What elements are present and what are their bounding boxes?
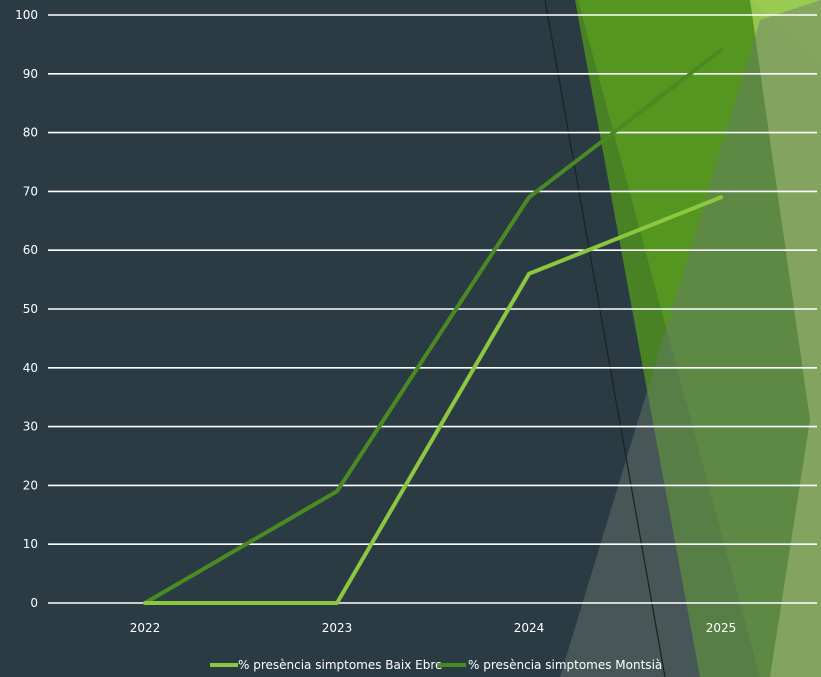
legend-item-baix-ebre: % presència simptomes Baix Ebre xyxy=(210,658,442,672)
series-line-baix-ebre xyxy=(143,195,723,605)
y-tick-label: 20 xyxy=(23,478,38,492)
y-tick-label: 40 xyxy=(23,361,38,375)
y-tick-label: 70 xyxy=(23,184,38,198)
x-tick-label: 2023 xyxy=(322,621,353,635)
x-tick-label: 2022 xyxy=(130,621,161,635)
y-tick-label: 100 xyxy=(15,8,38,22)
legend: % presència simptomes Baix Ebre % presènc… xyxy=(210,658,662,672)
x-axis-ticks: 2022 2023 2024 2025 xyxy=(130,621,737,635)
legend-label: % presència simptomes Montsià xyxy=(468,658,662,672)
decor-shape-mid xyxy=(575,0,821,677)
decor-shape-light xyxy=(750,0,821,677)
decor-line xyxy=(544,0,666,677)
y-tick-label: 10 xyxy=(23,537,38,551)
background-decoration xyxy=(544,0,821,677)
gridlines xyxy=(48,14,817,604)
legend-label: % presència simptomes Baix Ebre xyxy=(238,658,442,672)
series-lines xyxy=(143,48,723,605)
x-tick-label: 2024 xyxy=(514,621,545,635)
y-tick-label: 80 xyxy=(23,126,38,140)
y-axis-ticks: 0 10 20 30 40 50 60 70 80 90 100 xyxy=(15,8,38,610)
y-tick-label: 0 xyxy=(30,596,38,610)
x-tick-label: 2025 xyxy=(706,621,737,635)
decor-shape-gray xyxy=(560,0,821,677)
y-tick-label: 90 xyxy=(23,67,38,81)
y-tick-label: 60 xyxy=(23,243,38,257)
series-line-montsia xyxy=(143,48,723,605)
y-tick-label: 50 xyxy=(23,302,38,316)
legend-item-montsia: % presència simptomes Montsià xyxy=(438,658,662,672)
y-tick-label: 30 xyxy=(23,420,38,434)
